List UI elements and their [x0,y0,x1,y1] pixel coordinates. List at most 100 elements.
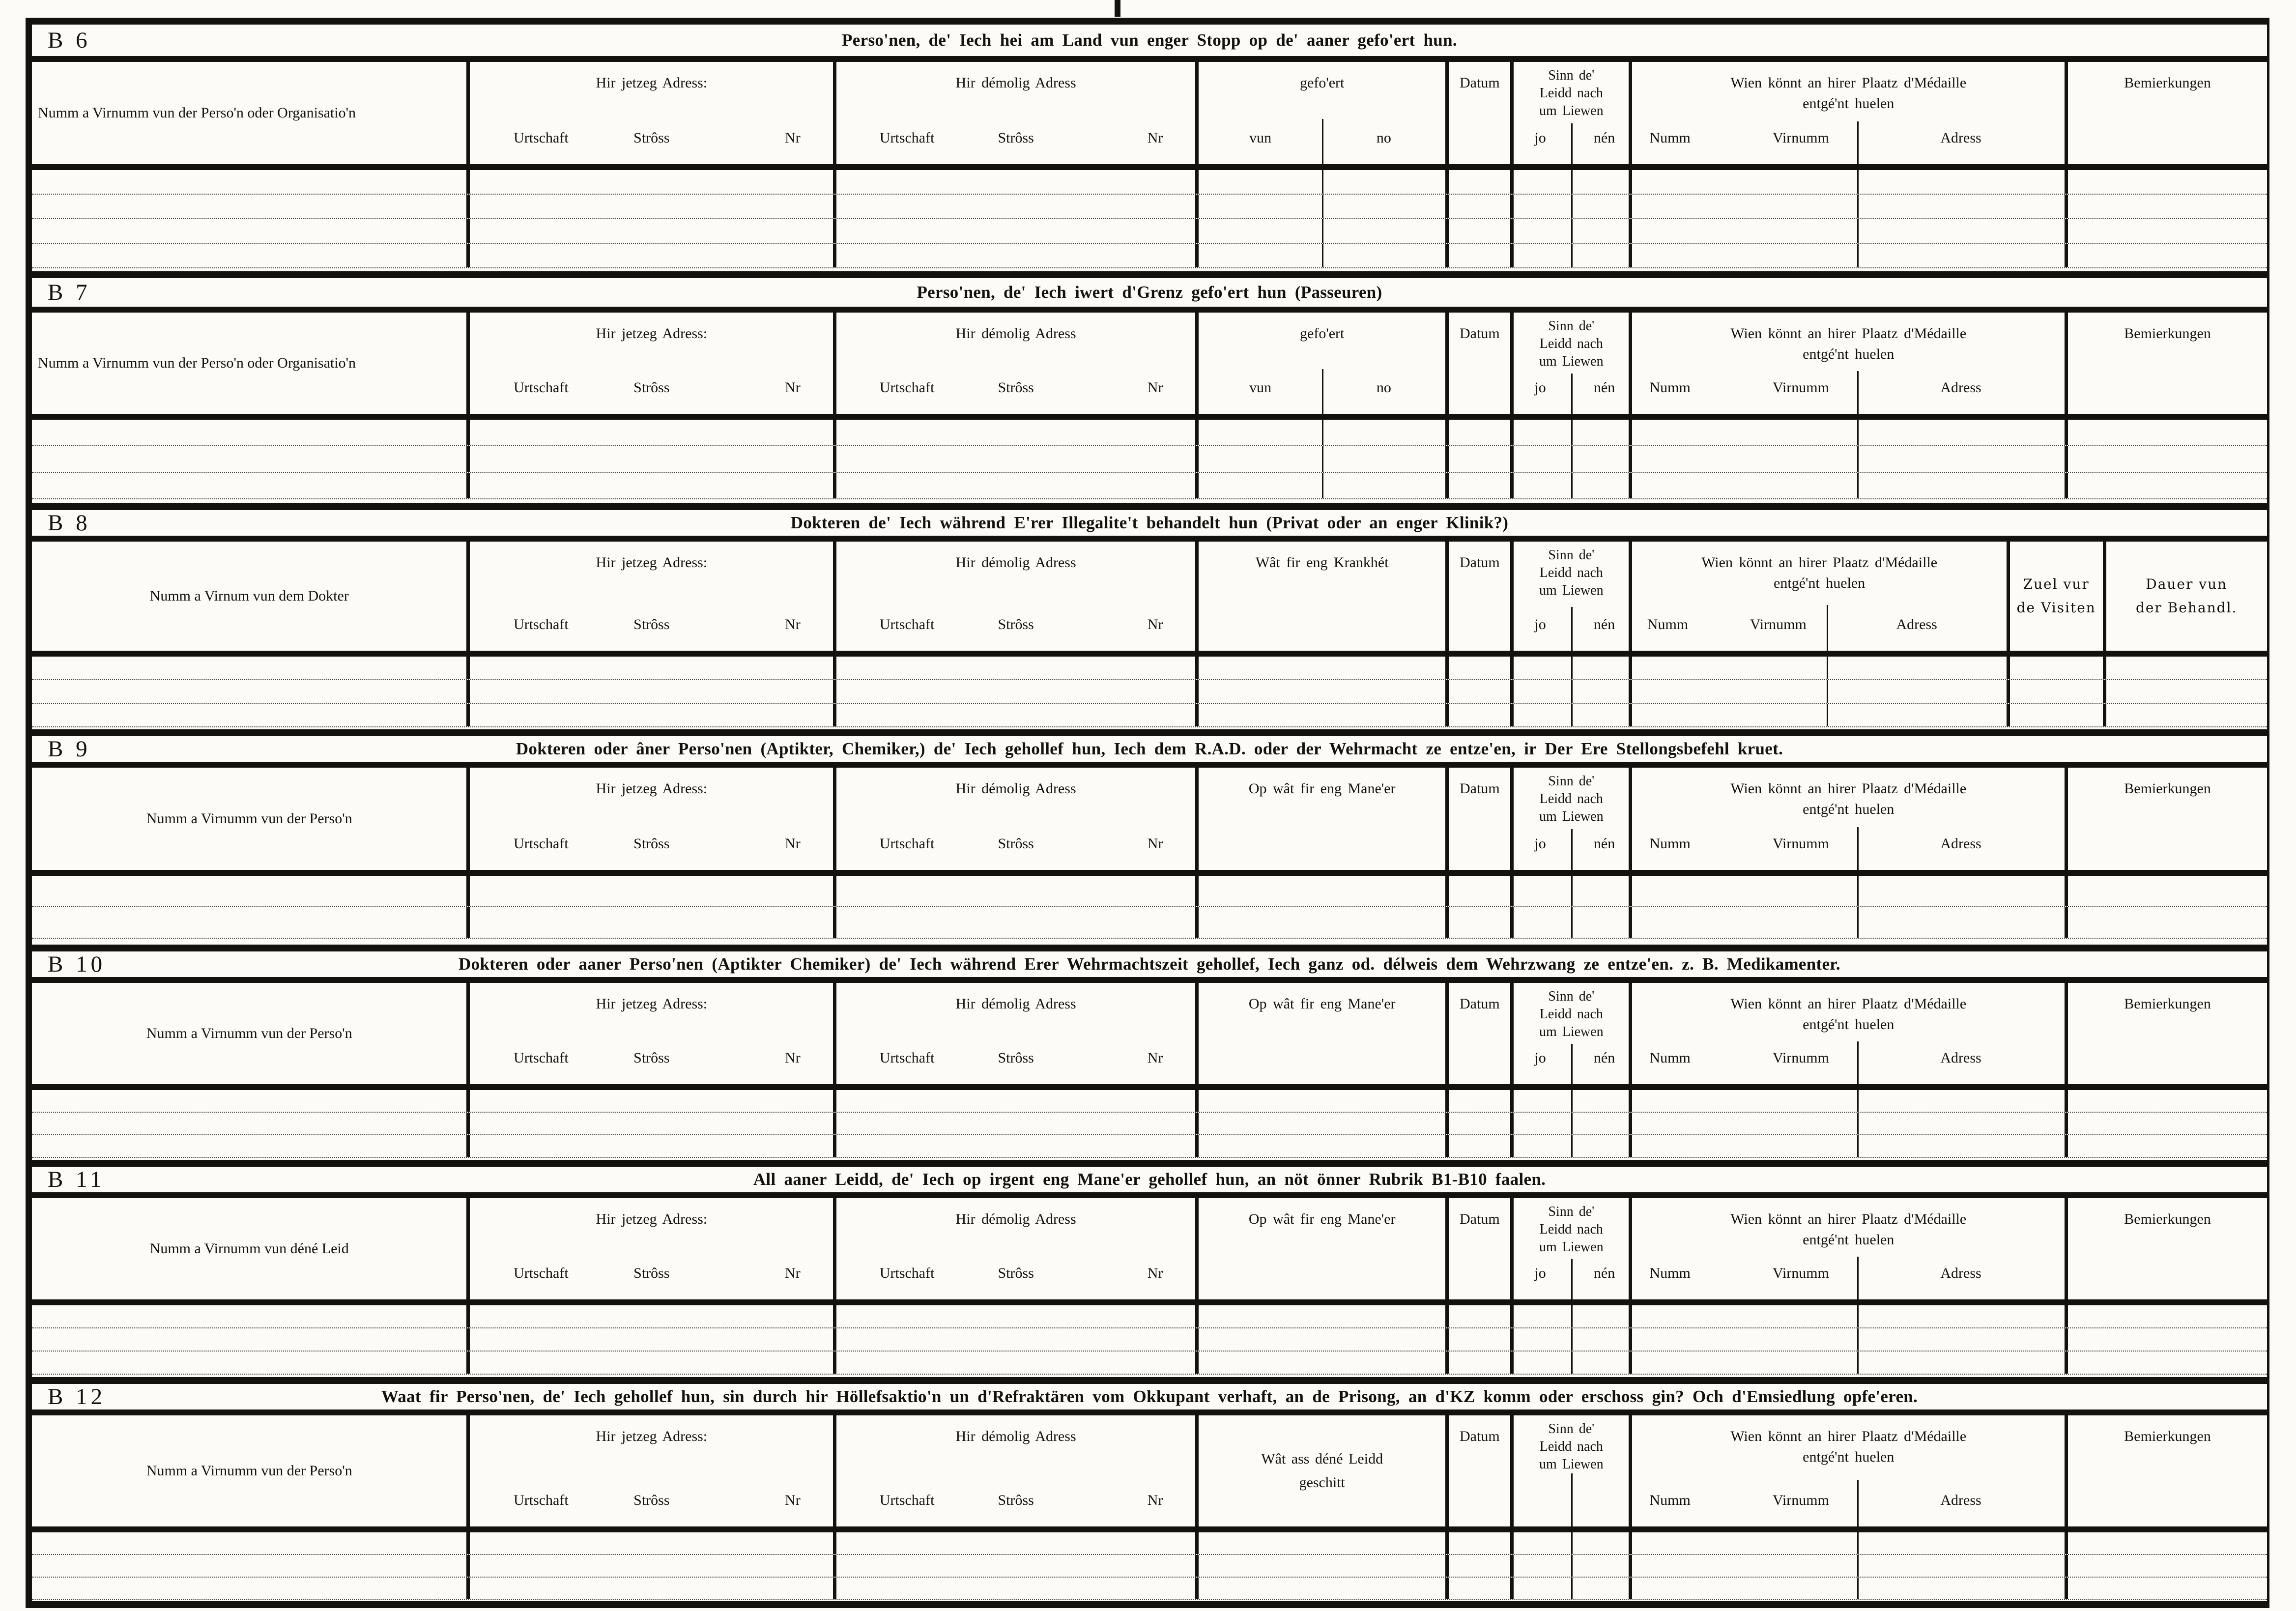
wien-sublabels: Numm Virnumm Adress [1632,1265,2065,1285]
column-label-middle: Op wât fir eng Mane'er [1248,996,1396,1012]
column-label-demolig-adress: Hir démolig Adress [955,1211,1076,1227]
cell-demolig-adress [836,657,1199,679]
cell-name [32,1555,470,1577]
section-b10: B 10 Dokteren oder aaner Perso'nen (Aptik… [32,945,2267,1160]
label-line: Leidd nach [1539,85,1603,101]
sub-divider [1571,829,1573,870]
column-header-row: Numm a Virnumm vun der Perso'n oder Orga… [32,62,2267,164]
column-label-name: Numm a Virnumm vun der Perso'n oder Orga… [38,355,356,371]
column-label-gefoert: gefo'ert [1300,75,1345,91]
column-label-bemierkungen: Bemierkungen [2124,996,2211,1012]
row-filler [32,268,2267,271]
column-label-sinn-leidd: Sinn de' Leidd nach um Liewen [1514,773,1629,825]
sub-divider [1857,420,1859,445]
cell-sinn-leidd [1514,680,1633,703]
cell-datum [1449,1555,1514,1577]
sub-divider [1322,473,1324,498]
cell-datum [1449,1532,1514,1554]
cell-datum [1449,1352,1514,1374]
label-urtschaft: Urtschaft [879,379,935,396]
cell-jetzeg-adress [470,1305,837,1327]
cell-name [32,473,470,498]
cell-middle [1199,1352,1449,1374]
col-header-jetzeg-adress: Hir jetzeg Adress: Urtschaft Strôss Nr [470,1415,837,1526]
label-line: um Liewen [1539,1024,1604,1039]
section-title-bar: B 10 Dokteren oder aaner Perso'nen (Aptik… [32,951,2267,977]
label-line: Wien könnt an hirer Plaatz d'Médaille [1730,75,1967,91]
col-header-datum: Datum [1449,768,1514,870]
label-urtschaft: Urtschaft [514,616,569,633]
cell-dauer-behandl [2106,657,2267,679]
cell-demolig-adress [836,473,1199,498]
address-sublabels: Urtschaft Strôss Nr [470,130,833,149]
label-line: Wien könnt an hirer Plaatz d'Médaille [1730,325,1967,342]
address-sublabels: Urtschaft Strôss Nr [836,1050,1195,1069]
section-b12: B 12 Waat fir Perso'nen, de' Iech geholle… [32,1377,2267,1601]
section-title: Waat fir Perso'nen, de' Iech gehollef hu… [381,1387,1918,1406]
col-header-name: Numm a Virnumm vun der Perso'n oder Orga… [32,313,470,414]
column-label-name: Numm a Virnum vun dem Dokter [149,588,349,604]
sub-divider [1857,195,1859,218]
label-jo: jo [1534,130,1546,146]
col-header-demolig-adress: Hir démolig Adress Urtschaft Strôss Nr [836,983,1199,1084]
section-body [32,1090,2267,1160]
section-body [32,420,2267,503]
cell-middle [1199,907,1449,938]
section-title-bar: B 11 All aaner Leidd, de' Iech op irgent … [32,1167,2267,1192]
cell-wien-medaille [1632,1305,2068,1327]
cell-bemierkungen [2068,244,2267,267]
col-header-name: Numm a Virnum vun dem Dokter [32,542,470,651]
cell-datum [1449,1135,1514,1157]
sub-divider [1571,1578,1573,1599]
cell-wien-medaille [1632,473,2068,498]
col-header-middle: Wât fir eng Krankhét [1199,542,1449,651]
column-label-bemierkungen: Bemierkungen [2124,1211,2211,1227]
label-nen: nén [1593,835,1615,852]
column-label-bemierkungen: Bemierkungen [2124,1428,2211,1444]
cell-middle [1199,1113,1449,1134]
label-urtschaft: Urtschaft [514,1050,569,1066]
label-nr: Nr [785,1492,801,1508]
col-header-demolig-adress: Hir démolig Adress Urtschaft Strôss Nr [836,542,1199,651]
table-row [32,657,2267,680]
col-header-sinn-leidd: Sinn de' Leidd nach um Liewen [1514,1415,1633,1526]
label-line: entgé'nt huelen [1774,575,1866,591]
sub-divider [1571,1135,1573,1157]
cell-bemierkungen [2068,1328,2267,1351]
col-header-bemierkungen: Bemierkungen [2068,1415,2267,1526]
column-label-demolig-adress: Hir démolig Adress [955,325,1076,342]
section-id: B 7 [48,280,91,305]
cell-jetzeg-adress [470,1135,837,1157]
section-body [32,170,2267,271]
sub-divider [1857,1041,1859,1084]
label-virnumm: Virnumm [1773,1492,1829,1508]
sub-divider [1571,1305,1573,1327]
sub-divider [1571,244,1573,267]
label-adress: Adress [1940,835,1981,852]
label-nr: Nr [1147,835,1163,852]
label-stross: Strôss [998,379,1034,396]
col-header-jetzeg-adress: Hir jetzeg Adress: Urtschaft Strôss Nr [470,1198,837,1299]
column-label-datum: Datum [1460,325,1500,342]
table-row [32,420,2267,446]
address-sublabels: Urtschaft Strôss Nr [836,1265,1195,1285]
cell-wien-medaille [1632,1113,2068,1134]
col-header-bemierkungen: Bemierkungen [2068,768,2267,870]
section-title-bar: B 12 Waat fir Perso'nen, de' Iech geholle… [32,1384,2267,1410]
cell-gefoert [1199,244,1449,267]
cell-jetzeg-adress [470,1328,837,1351]
label-urtschaft: Urtschaft [514,1265,569,1281]
label-line: Leidd nach [1539,1221,1603,1237]
table-row [32,1135,2267,1158]
col-header-name: Numm a Virnumm vun der Perso'n [32,1415,470,1526]
label-nr: Nr [1147,1492,1163,1508]
col-header-jetzeg-adress: Hir jetzeg Adress: Urtschaft Strôss Nr [470,62,837,164]
cell-jetzeg-adress [470,1555,837,1577]
section-title-bar: B 8 Dokteren de' Iech während E'rer Illeg… [32,510,2267,536]
section-body [32,657,2267,729]
cell-bemierkungen [2068,1352,2267,1374]
cell-name [32,1328,470,1351]
label-stross: Strôss [633,1265,670,1281]
sub-divider [1322,170,1324,194]
sub-divider [1571,1532,1573,1554]
